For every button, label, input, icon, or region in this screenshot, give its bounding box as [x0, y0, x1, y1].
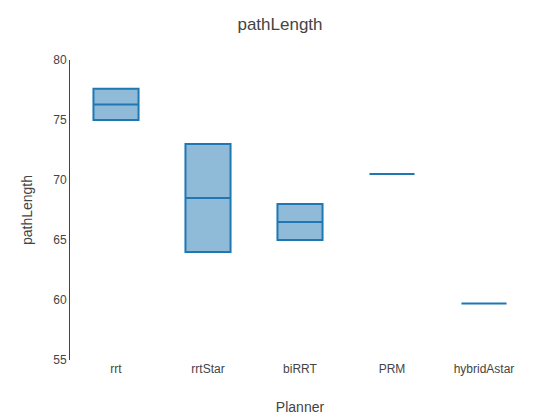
svg-text:60: 60 — [53, 293, 67, 307]
svg-text:rrt: rrt — [110, 362, 122, 376]
svg-text:PRM: PRM — [379, 362, 406, 376]
svg-text:65: 65 — [53, 233, 67, 247]
svg-text:hybridAstar: hybridAstar — [454, 362, 515, 376]
svg-text:Planner: Planner — [276, 399, 325, 415]
svg-text:70: 70 — [53, 173, 67, 187]
svg-text:80: 80 — [53, 53, 67, 67]
svg-text:rrtStar: rrtStar — [191, 362, 224, 376]
svg-text:biRRT: biRRT — [283, 362, 317, 376]
svg-text:pathLength: pathLength — [237, 15, 322, 34]
svg-text:55: 55 — [53, 353, 67, 367]
svg-text:pathLength: pathLength — [19, 175, 35, 245]
svg-text:75: 75 — [53, 113, 67, 127]
